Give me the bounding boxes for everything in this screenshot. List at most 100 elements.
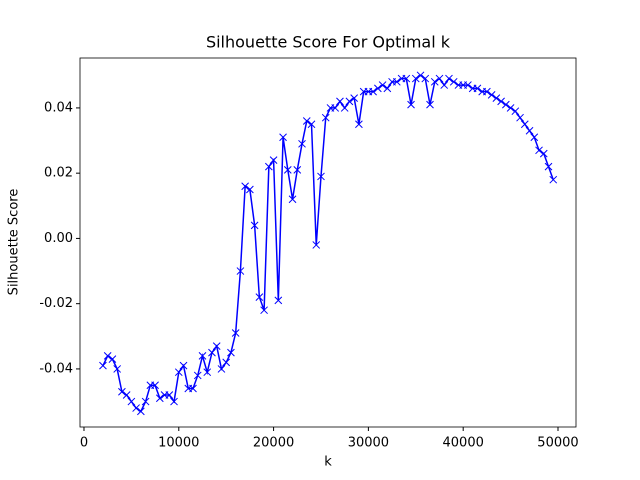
data-marker (539, 149, 548, 158)
data-marker (411, 74, 420, 83)
data-marker (99, 361, 107, 370)
data-marker (549, 175, 558, 184)
data-marker (236, 267, 245, 275)
data-marker (378, 81, 387, 89)
x-tick-label: 20000 (253, 436, 294, 451)
data-marker (416, 71, 425, 80)
data-marker (298, 139, 306, 148)
x-tick-label: 10000 (158, 436, 199, 451)
y-tick-label: -0.04 (39, 361, 73, 376)
data-marker (345, 97, 354, 106)
x-tick-label: 0 (80, 436, 88, 451)
x-axis-label: k (324, 455, 332, 470)
data-marker (222, 358, 231, 367)
data-marker (473, 84, 482, 93)
data-marker (530, 133, 539, 142)
data-marker (421, 74, 430, 83)
data-marker (212, 342, 221, 350)
data-marker (174, 368, 183, 377)
data-marker (208, 348, 216, 357)
y-tick-label: -0.02 (39, 296, 73, 311)
plot-frame (79, 57, 577, 428)
data-marker (179, 361, 188, 370)
x-tick-label: 30000 (348, 436, 389, 451)
data-marker (426, 100, 434, 109)
data-marker (269, 156, 278, 164)
data-marker (132, 404, 140, 412)
data-marker (203, 368, 212, 377)
data-marker (108, 355, 117, 363)
data-marker (544, 162, 553, 171)
data-marker (274, 296, 283, 305)
data-marker (430, 77, 439, 86)
data-marker (198, 352, 207, 360)
data-marker (127, 397, 136, 406)
data-marker (241, 182, 249, 191)
data-marker (288, 195, 297, 204)
data-marker (217, 365, 226, 373)
data-marker (113, 365, 122, 373)
data-marker (492, 94, 501, 102)
data-marker (170, 397, 178, 406)
data-marker (487, 91, 496, 99)
data-marker (525, 126, 534, 135)
data-marker (227, 348, 235, 357)
data-marker (279, 133, 287, 142)
data-marker (250, 221, 259, 230)
data-marker (374, 84, 382, 93)
data-marker (336, 97, 344, 106)
data-line (102, 74, 554, 413)
data-marker (103, 352, 112, 360)
data-marker (283, 166, 292, 174)
data-marker (118, 387, 126, 396)
data-marker (445, 74, 453, 83)
x-tick-label: 50000 (537, 436, 578, 451)
data-marker (535, 146, 543, 155)
data-marker (307, 120, 316, 129)
data-marker (350, 94, 359, 102)
data-marker (516, 113, 524, 122)
y-axis-label: Silhouette Score (7, 189, 22, 296)
y-tick-label: 0.02 (44, 166, 73, 181)
data-marker (165, 391, 174, 399)
chart-title: Silhouette Score For Optimal k (206, 33, 451, 52)
data-marker (317, 172, 325, 181)
data-marker (464, 81, 472, 89)
data-marker (511, 107, 520, 116)
x-tick-label: 40000 (443, 436, 484, 451)
data-marker (193, 371, 202, 380)
data-marker (189, 384, 197, 393)
data-marker (402, 74, 411, 83)
data-marker (369, 87, 377, 96)
data-marker (331, 104, 340, 112)
y-tick-label: 0.00 (44, 231, 73, 246)
data-marker (122, 391, 131, 399)
data-marker (302, 117, 311, 125)
data-marker (137, 407, 145, 416)
data-marker (435, 74, 444, 83)
y-tick-label: 0.04 (44, 100, 73, 115)
data-marker (340, 104, 349, 112)
data-marker (449, 77, 458, 86)
data-marker (293, 166, 302, 174)
data-marker (383, 84, 392, 93)
data-marker (497, 97, 505, 106)
data-marker (155, 394, 164, 403)
data-marker (355, 120, 363, 129)
data-marker (264, 162, 273, 171)
data-marker (312, 241, 321, 249)
data-marker (407, 100, 415, 109)
data-marker (483, 87, 491, 96)
data-marker (151, 381, 159, 390)
data-marker (440, 81, 449, 89)
data-marker (501, 100, 510, 109)
data-marker (231, 329, 240, 337)
data-marker (141, 397, 150, 406)
data-marker (260, 306, 268, 315)
data-marker (246, 185, 254, 194)
data-marker (321, 113, 330, 122)
data-marker (506, 104, 515, 112)
data-marker (255, 293, 264, 302)
data-marker (520, 120, 529, 129)
